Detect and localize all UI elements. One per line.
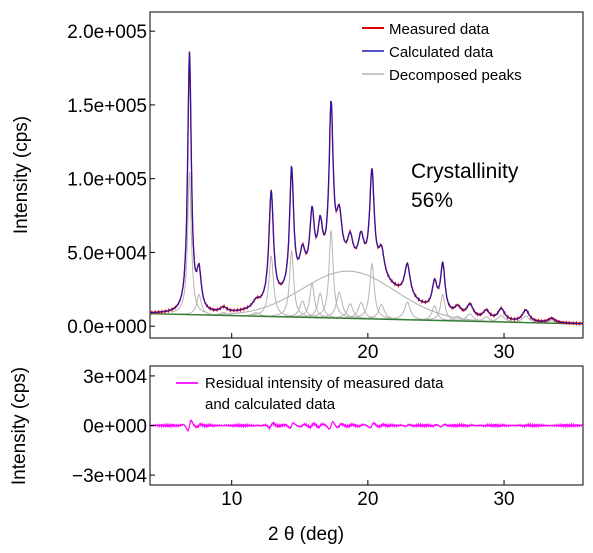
main-x-tick-label: 10 xyxy=(221,342,242,363)
decomposed-peaks-series xyxy=(150,171,583,325)
legend-label-decomposed: Decomposed peaks xyxy=(389,67,522,84)
main-marks xyxy=(149,51,584,327)
main-x-tick-label: 20 xyxy=(357,342,378,363)
residual-line xyxy=(149,419,584,433)
residual-x-tick-label: 30 xyxy=(493,489,514,510)
residual-marks xyxy=(149,419,584,433)
decomposed-peak-17 xyxy=(421,293,465,322)
main-y-tick-label: 1.0e+005 xyxy=(67,170,147,191)
annotation-line1: Crystallinity xyxy=(411,160,519,183)
main-y-axis-label: Intensity (cps) xyxy=(11,116,32,234)
main-panel: 0.0e+000 5.0e+004 1.0e+005 1.5e+005 2.0e+005… xyxy=(11,11,584,363)
decomposed-amorphous-halo xyxy=(150,270,583,325)
decomposed-peak-10 xyxy=(313,291,366,319)
main-y-tick-label: 1.5e+005 xyxy=(67,96,147,117)
main-x-tick-label: 30 xyxy=(493,342,514,363)
residual-y-tick-label: −3e+004 xyxy=(72,466,147,487)
main-plot-frame xyxy=(149,11,584,339)
legend-label-residual-line1: Residual intensity of measured data xyxy=(205,375,444,392)
residual-y-tick-label: 3e+004 xyxy=(83,367,147,388)
decomposed-peak-4 xyxy=(249,255,293,317)
main-legend: Measured data Calculated data Decomposed… xyxy=(362,21,522,84)
crystallinity-annotation: Crystallinity 56% xyxy=(411,160,519,212)
background-line xyxy=(149,312,584,325)
residual-x-ticks: 10 20 30 xyxy=(221,480,515,510)
annotation-line2: 56% xyxy=(411,189,453,212)
decomposed-peak-13 xyxy=(350,261,394,320)
main-y-tick-label: 0.0e+000 xyxy=(67,317,147,338)
main-x-ticks: 10 20 30 xyxy=(221,333,515,363)
legend-label-measured: Measured data xyxy=(389,21,490,38)
decomposed-peak-9 xyxy=(310,230,352,318)
legend-label-calculated: Calculated data xyxy=(389,44,494,61)
decomposed-peak-5 xyxy=(271,250,312,317)
main-y-ticks: 0.0e+000 5.0e+004 1.0e+005 1.5e+005 2.0e+005 xyxy=(67,22,155,338)
decomposed-peak-0 xyxy=(170,171,209,314)
x-axis-label: 2 θ (deg) xyxy=(268,524,344,545)
residual-x-tick-label: 10 xyxy=(221,489,242,510)
legend-label-residual-line2: and calculated data xyxy=(205,396,336,413)
calculated-data-line xyxy=(150,51,583,325)
residual-panel: −3e+004 0e+000 3e+004 10 20 30 Residual inte… xyxy=(9,365,584,545)
measured-data-line xyxy=(149,51,584,327)
residual-y-tick-label: 0e+000 xyxy=(83,417,147,438)
residual-y-axis-label: Intensity (cps) xyxy=(9,367,30,485)
main-y-tick-label: 5.0e+004 xyxy=(67,243,147,264)
residual-legend: Residual intensity of measured data and … xyxy=(176,375,444,413)
residual-x-tick-label: 20 xyxy=(357,489,378,510)
main-y-tick-label: 2.0e+005 xyxy=(67,22,147,43)
residual-y-ticks: −3e+004 0e+000 3e+004 xyxy=(72,367,155,487)
decomposed-peak-7 xyxy=(290,282,334,318)
